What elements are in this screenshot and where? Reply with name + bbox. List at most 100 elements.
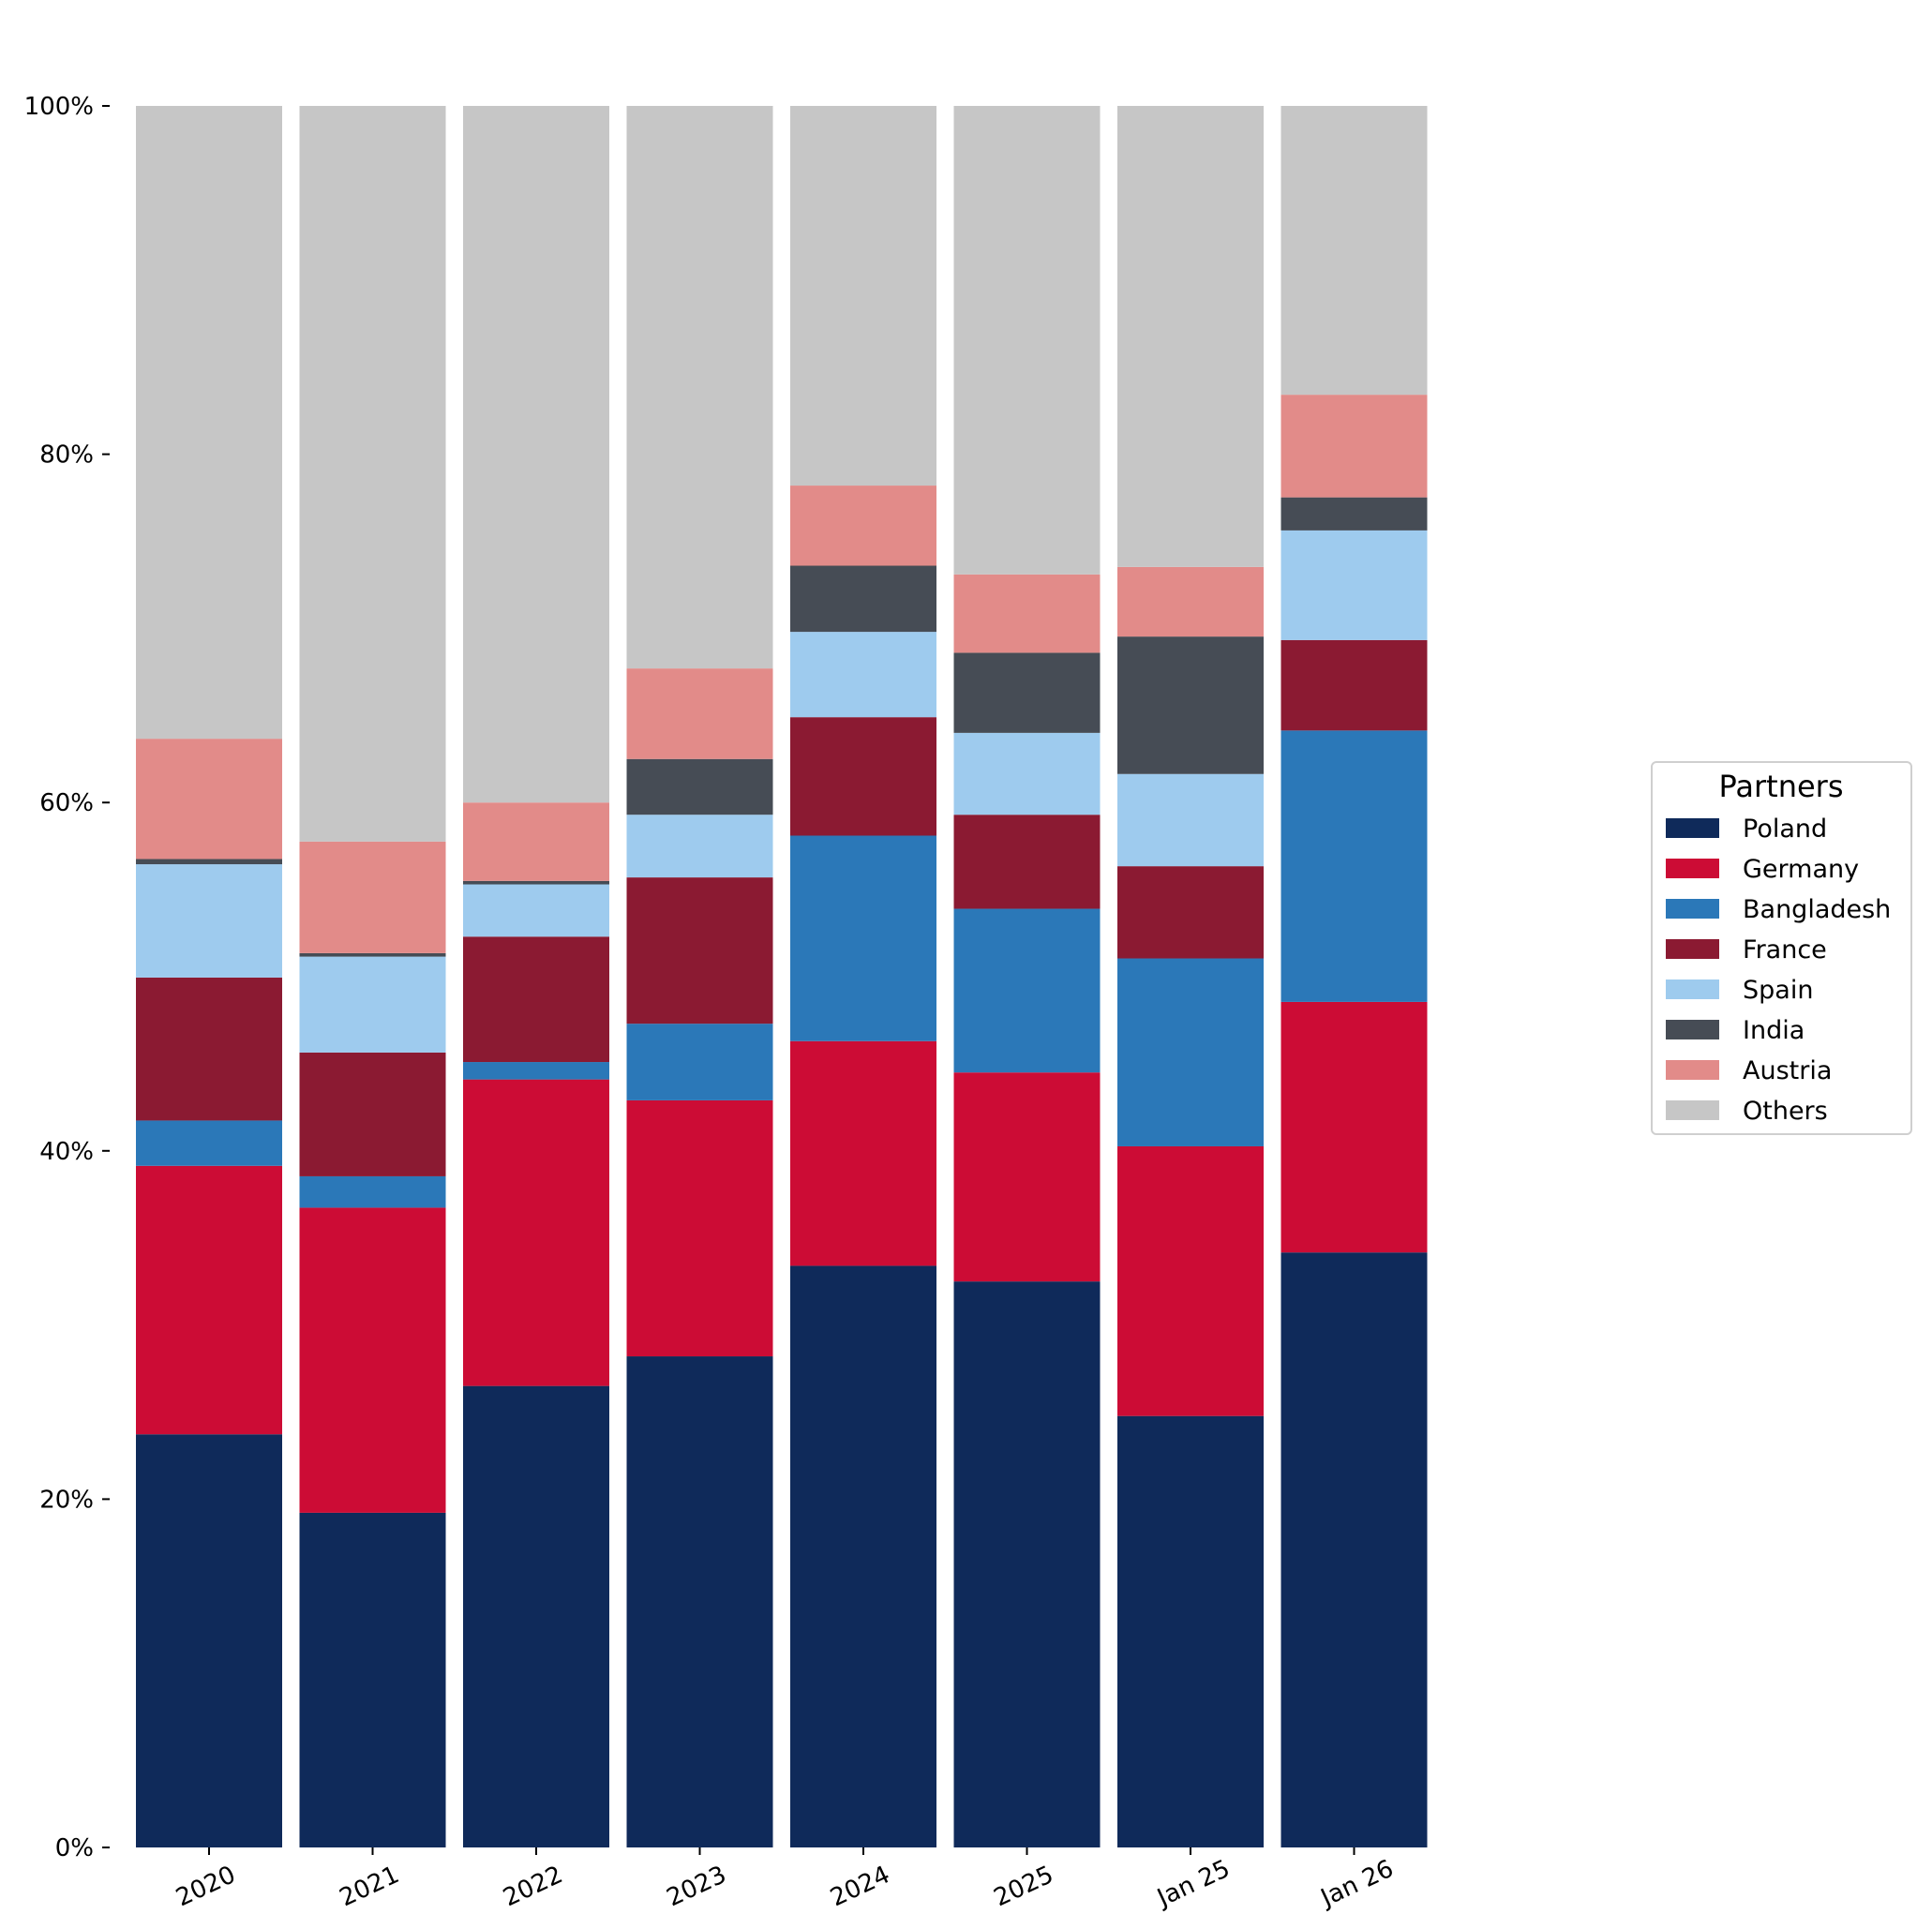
bar-segment-bangladesh	[790, 835, 936, 1041]
legend-title: Partners	[1719, 769, 1844, 804]
legend-frame	[1651, 761, 1912, 1135]
bar-segment-germany	[136, 1165, 282, 1435]
legend-swatch	[1666, 899, 1719, 919]
y-tick-label: 20%	[39, 1486, 94, 1514]
x-tick-label: 2021	[336, 1861, 404, 1912]
bar-segment-others	[790, 106, 936, 486]
legend-item-germany: Germany	[1666, 855, 1859, 884]
y-tick-label: 60%	[39, 789, 94, 817]
bar-segment-france	[1281, 639, 1428, 731]
bar-segment-india	[626, 758, 773, 815]
x-tick-label: 2022	[499, 1861, 567, 1912]
bar-segment-bangladesh	[1117, 958, 1264, 1146]
legend-label: Poland	[1743, 815, 1827, 844]
y-tick-label: 100%	[24, 93, 94, 121]
legend-swatch	[1666, 979, 1719, 999]
legend-items: Poland Germany Bangladesh France Spain India A…	[1666, 815, 1891, 1126]
bar-segment-germany	[1281, 1001, 1428, 1253]
bar-segment-austria	[299, 841, 446, 953]
bar-segment-spain	[1117, 773, 1264, 867]
legend-item-france: France	[1666, 935, 1827, 964]
bar-segment-spain	[790, 632, 936, 718]
bar-segment-france	[136, 977, 282, 1121]
x-tick-label: 2020	[172, 1861, 240, 1912]
bar-segment-spain	[953, 732, 1101, 815]
legend-label: Austria	[1743, 1056, 1832, 1085]
bar-segment-spain	[626, 815, 773, 878]
bar-segment-india	[1117, 636, 1264, 774]
bar-segment-others	[626, 106, 773, 669]
bar-segment-others	[463, 106, 609, 803]
x-tick-label: Jan 25	[1151, 1855, 1234, 1913]
x-tick-label: 2024	[826, 1861, 894, 1912]
bar-segment-spain	[136, 864, 282, 978]
legend-item-austria: Austria	[1666, 1056, 1832, 1085]
bar-segment-poland	[299, 1512, 446, 1847]
bar-segment-poland	[626, 1356, 773, 1847]
x-tick-label: 2023	[663, 1861, 731, 1912]
bar-segment-india	[953, 652, 1101, 733]
bar-segment-india	[136, 859, 282, 865]
bar-segment-germany	[626, 1099, 773, 1357]
bar-segment-india	[790, 565, 936, 633]
legend-item-bangladesh: Bangladesh	[1666, 895, 1891, 924]
x-tick-label: 2025	[990, 1861, 1058, 1912]
y-tick-label: 40%	[39, 1138, 94, 1166]
bar-segment-india	[1281, 497, 1428, 531]
legend-item-spain: Spain	[1666, 976, 1813, 1005]
bar-segment-spain	[463, 884, 609, 937]
bar-segment-spain	[299, 956, 446, 1053]
bar-segment-poland	[790, 1265, 936, 1847]
bar-segment-germany	[299, 1207, 446, 1513]
bar-segment-france	[626, 877, 773, 1024]
bar-segment-bangladesh	[626, 1024, 773, 1100]
bar-segment-spain	[1281, 530, 1428, 640]
bar-segment-france	[790, 717, 936, 836]
bar-segment-others	[1117, 106, 1264, 567]
bar-segment-austria	[463, 802, 609, 881]
bars-group: 23.7%15.4%8.2%6.5%6.9%36.3%19.2%17.5%7.1…	[136, 106, 1428, 1847]
legend-swatch	[1666, 818, 1719, 838]
bar-segment-bangladesh	[299, 1175, 446, 1208]
legend-swatch	[1666, 939, 1719, 959]
y-tick-label: 80%	[39, 441, 94, 470]
bar-segment-germany	[463, 1079, 609, 1386]
bar-segment-poland	[136, 1434, 282, 1847]
bar-segment-others	[1281, 106, 1428, 396]
bar-segment-austria	[136, 739, 282, 860]
y-tick-label: 0%	[55, 1834, 94, 1862]
bar-segment-poland	[1117, 1415, 1264, 1847]
bar-segment-bangladesh	[953, 908, 1101, 1073]
legend-label: India	[1743, 1016, 1805, 1045]
legend-swatch	[1666, 1100, 1719, 1120]
legend-item-others: Others	[1666, 1097, 1828, 1126]
legend-label: France	[1743, 935, 1827, 964]
bar-segment-austria	[1281, 395, 1428, 498]
bar-segment-bangladesh	[136, 1120, 282, 1166]
bar-segment-india	[299, 952, 446, 957]
bar-segment-austria	[953, 574, 1101, 653]
legend-label: Germany	[1743, 855, 1859, 884]
bar-segment-france	[463, 936, 609, 1063]
x-tick-label: Jan 26	[1315, 1855, 1398, 1913]
y-axis: 0% 20% 40% 60% 80% 100%	[24, 93, 110, 1862]
bar-segment-austria	[790, 486, 936, 566]
bar-segment-poland	[1281, 1252, 1428, 1847]
legend-label: Spain	[1743, 976, 1813, 1005]
legend-label: Others	[1743, 1097, 1828, 1126]
bar-segment-germany	[953, 1072, 1101, 1282]
bar-segment-bangladesh	[463, 1062, 609, 1080]
legend-item-poland: Poland	[1666, 815, 1827, 844]
legend-label: Bangladesh	[1743, 895, 1891, 924]
bar-segment-others	[299, 106, 446, 842]
bar-segment-austria	[626, 668, 773, 759]
bar-segment-austria	[1117, 566, 1264, 637]
bar-segment-germany	[790, 1040, 936, 1266]
legend-item-india: India	[1666, 1016, 1805, 1045]
bar-segment-bangladesh	[1281, 730, 1428, 1002]
legend: Partners Poland Germany Bangladesh France Sp…	[1651, 761, 1912, 1135]
x-axis: 2020 2021 2022 2023 2024 2025 Jan 25 Jan 26	[172, 1847, 1398, 1913]
bar-segment-poland	[463, 1385, 609, 1847]
bar-segment-others	[953, 106, 1101, 575]
